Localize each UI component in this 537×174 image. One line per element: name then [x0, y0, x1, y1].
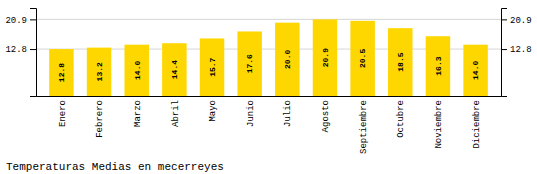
tick: Marzo — [133, 100, 143, 127]
data-label: 16.3 — [434, 56, 443, 75]
data-label: 17.6 — [245, 54, 254, 73]
tick-label: Enero — [58, 100, 68, 127]
axis-line — [37, 96, 502, 97]
bar — [426, 36, 450, 96]
tick: Enero — [58, 100, 68, 127]
bars — [49, 19, 488, 96]
y-axis: 12.8 20.9 — [5, 9, 36, 97]
tick: Noviembre — [434, 100, 444, 149]
bar — [49, 49, 73, 96]
tick-mark — [501, 19, 507, 20]
tick-label: Octubre — [396, 100, 406, 138]
grid-line — [36, 19, 501, 20]
tick: Abril — [171, 100, 181, 127]
bar — [350, 21, 374, 96]
tick: 20.9 — [501, 16, 532, 26]
tick: 12.8 — [5, 45, 36, 55]
tick-label: Noviembre — [434, 100, 444, 149]
tick-label: Marzo — [133, 100, 143, 127]
data-label: 20.0 — [283, 50, 292, 69]
tick: Junio — [246, 100, 256, 127]
tick: 20.9 — [5, 16, 36, 26]
bar — [313, 19, 337, 96]
data-labels: 12.8 13.2 14.0 14.4 15.7 17.6 20.0 20.9 20.5 18.5… — [57, 48, 480, 82]
tick-label: Agosto — [321, 100, 331, 132]
bar — [275, 23, 299, 96]
x-axis: Enero Febrero Marzo Abril Mayo Junio Julio Agos… — [37, 97, 502, 155]
bar — [463, 45, 487, 96]
data-label: 15.7 — [208, 57, 217, 76]
bar — [162, 43, 186, 96]
tick: Julio — [283, 100, 293, 127]
bar — [200, 38, 224, 96]
axis-line — [30, 9, 37, 97]
tick: Febrero — [95, 100, 105, 138]
tick-mark — [30, 49, 36, 50]
y2-axis: 12.8 20.9 — [501, 9, 532, 97]
title: Temperaturas Medias en mecerreyes — [6, 161, 224, 173]
data-label: 18.5 — [396, 52, 405, 71]
data-label: 14.4 — [170, 60, 179, 79]
data-label: 14.0 — [471, 61, 480, 80]
data-label: 13.2 — [95, 62, 104, 81]
tick-label: Mayo — [208, 100, 218, 122]
data-label: 20.5 — [358, 49, 367, 68]
bar — [388, 28, 412, 96]
tick: Agosto — [321, 100, 331, 132]
tick: Diciembre — [472, 100, 482, 149]
tick-mark — [30, 19, 36, 20]
data-label: 14.0 — [133, 61, 142, 80]
tick-label: Julio — [283, 100, 293, 127]
tick-label: Diciembre — [472, 100, 482, 149]
data-label: 20.9 — [321, 48, 330, 67]
tick-label: 20.9 — [5, 16, 27, 26]
tick: 12.8 — [501, 45, 532, 55]
tick-label: Abril — [171, 100, 181, 127]
bar — [87, 48, 111, 96]
tick-label: 20.9 — [510, 16, 532, 26]
tick: Octubre — [396, 100, 406, 138]
chart: 12.8 13.2 14.0 14.4 15.7 17.6 20.0 20.9 20.5 18.5… — [0, 0, 537, 174]
axis-line — [502, 9, 508, 97]
tick-mark — [501, 49, 507, 50]
tick-label: 12.8 — [5, 45, 27, 55]
plot: 12.8 13.2 14.0 14.4 15.7 17.6 20.0 20.9 20.5 18.5… — [5, 9, 531, 155]
tick: Mayo — [208, 100, 218, 122]
tick-label: Septiembre — [359, 100, 369, 154]
bar — [237, 31, 261, 96]
data-label: 12.8 — [57, 63, 66, 82]
tick-label: 12.8 — [510, 45, 532, 55]
tick: Septiembre — [359, 100, 369, 154]
tick-label: Junio — [246, 100, 256, 127]
tick-label: Febrero — [95, 100, 105, 138]
bar — [124, 45, 148, 96]
